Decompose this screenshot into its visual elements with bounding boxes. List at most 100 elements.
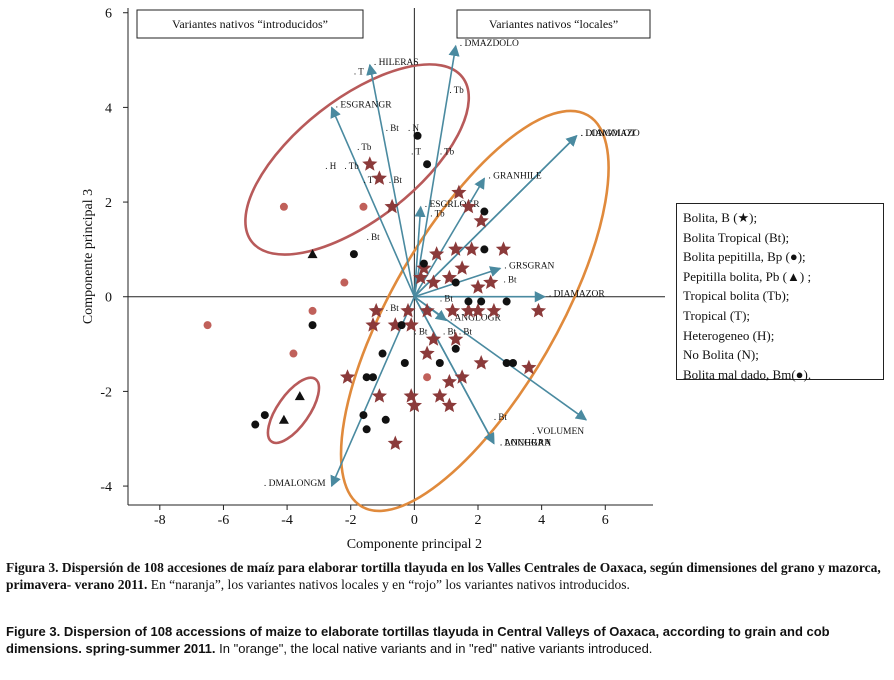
vector-arrow [413,135,578,298]
star-point [486,302,502,318]
legend-entry: Tropical (T); [683,307,751,323]
star-point [444,302,461,318]
point-label: . Bt [389,175,403,185]
star-point [495,241,512,256]
legend-entry: Bolita, B (★); [683,210,758,225]
vector-arrow [413,44,460,297]
y-tick-label: 4 [105,101,112,116]
point-label: . T [411,147,421,157]
legend: Bolita, B (★); Bolita Tropical (Bt); Bol… [676,203,884,382]
star-point [448,241,464,256]
black-circle-point [451,344,460,353]
figure-caption-es: Figura 3. Dispersión de 108 accesiones d… [6,559,890,593]
y-tick-label: 2 [105,196,112,211]
x-tick-label: 2 [475,513,482,528]
group-box [456,9,651,39]
scatter-chart: -8 -6 -4 -2 0 2 4 6 -4 -2 0 2 4 6 Componente principal… [81,7,665,552]
y-tick-label: -2 [100,385,112,400]
black-circle-point [251,420,260,429]
star-point [371,388,387,403]
star-point [419,345,435,360]
vector-label: . DMAZDOLO [460,39,519,49]
vector-label: . ANGLOGR [450,313,501,323]
vector-label: . GRANHILE [488,171,541,181]
caption-title: Dispersión de 108 accesiones de maíz par… [6,560,881,592]
star-point [441,397,457,413]
star-point [419,302,435,318]
red-circle-point [308,306,317,315]
x-tick-label: 4 [538,513,545,528]
star-point [470,279,486,294]
x-tick-label: -2 [345,513,357,528]
star-point [460,302,477,318]
black-circle-point [378,349,387,358]
star-point [387,435,403,450]
legend-entry: Tropical bolita (Tb); [683,288,790,304]
triangle-point [307,249,318,259]
black-circle-point [423,160,432,169]
black-circle-point [381,415,390,424]
caption-text: In "orange", the local native variants a… [219,641,653,656]
black-circle-point [451,278,460,287]
legend-entry: Bolita pepitilla, Bp (●); [683,249,806,265]
vector-label: . DIAMAZOR [549,290,606,300]
star-point [530,302,547,318]
red-circle-point [423,373,432,382]
star-point [521,359,537,375]
star-point [413,269,429,285]
x-tick-label: -4 [281,513,293,528]
figure-caption-en: Figure 3. Dispersion of 108 accessions o… [6,623,890,657]
black-circle-point [502,297,511,306]
vector-label: . HILERAS [374,58,419,68]
star-point [406,397,422,413]
vector-label: . ESGRLOGR [425,200,481,210]
point-label: . T [363,175,373,185]
vector-label: . GRSGRAN [504,261,554,271]
star-point [425,331,442,346]
point-label: . Bt [494,412,508,422]
vector-arrow [330,106,416,298]
star-point [448,331,464,346]
star-point [403,388,419,403]
vector-label: . ESGRANGR [336,100,393,110]
star-point [451,184,467,200]
legend-entry: No Bolita (N); [683,347,759,363]
black-circle-point [413,131,422,140]
point-label: . Bt [414,327,428,337]
black-circle-point [260,411,269,420]
star-point [429,246,445,261]
triangle-point [294,391,305,401]
point-label: . H [325,161,337,171]
black-circle-point [480,207,489,216]
star-point [432,388,448,403]
group-box-label: Variantes nativos “introducidos” [172,17,328,31]
black-circle-point [464,297,473,306]
black-circle-point [362,373,371,382]
point-label: . Bt [503,275,517,285]
star-point [454,369,470,384]
black-circle-point [502,359,511,367]
star-point [339,369,356,384]
black-circle-point [400,359,409,367]
y-tick-label: 6 [105,7,112,22]
red-circle-point [203,321,212,330]
black-circle-point [477,297,486,306]
vector-arrow [413,296,495,445]
x-tick-label: 6 [602,513,609,528]
triangle-point [278,414,289,424]
point-label: . Bt [386,123,400,133]
legend-entry: Bolita mal dado, Bm(●). [683,366,812,382]
caption-number: Figure 3. [6,624,61,639]
point-label: . Bt [367,232,381,242]
x-axis-title: Componente principal 2 [347,537,482,552]
point-label: . Bt [440,293,454,303]
caption-title: Dispersion of 108 accessions of maize to… [6,624,830,656]
legend-entry: Pepitilla bolita, Pb (▲) ; [683,268,812,284]
black-circle-point [480,245,489,254]
star-point [403,317,419,332]
black-circle-point [419,259,428,268]
vector-arrow [366,63,416,297]
vector-label: . ANCHGRA [500,438,551,448]
legend-entry: Bolita Tropical (Bt); [683,229,790,245]
y-axis-title: Componente principal 3 [81,189,96,324]
